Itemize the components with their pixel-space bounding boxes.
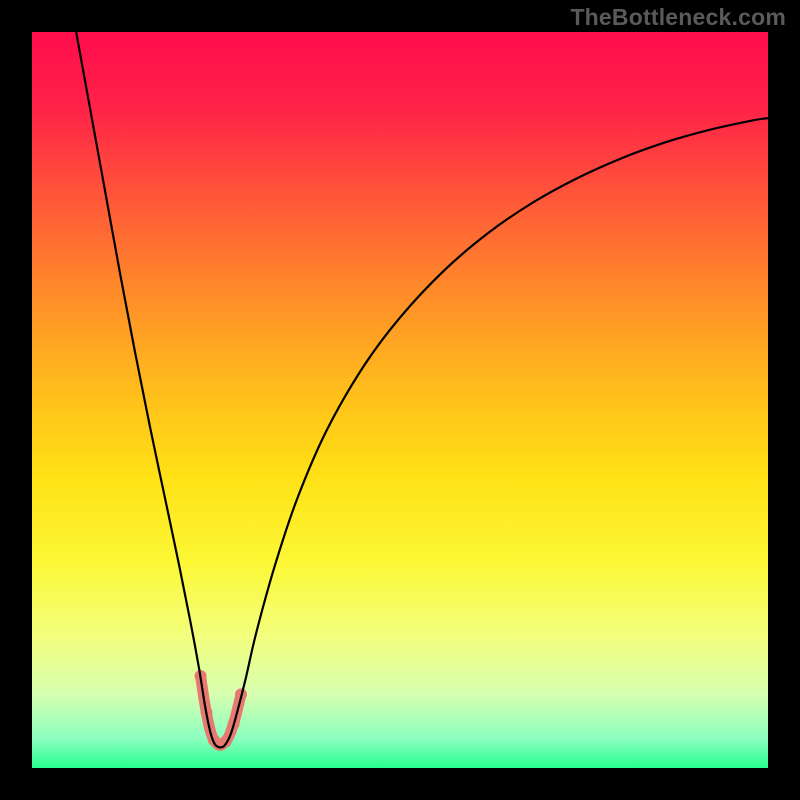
bottleneck-curve-chart <box>32 32 768 768</box>
chart-frame: TheBottleneck.com <box>0 0 800 800</box>
plot-area <box>32 32 768 768</box>
watermark-text: TheBottleneck.com <box>570 4 786 31</box>
gradient-background <box>32 32 768 768</box>
